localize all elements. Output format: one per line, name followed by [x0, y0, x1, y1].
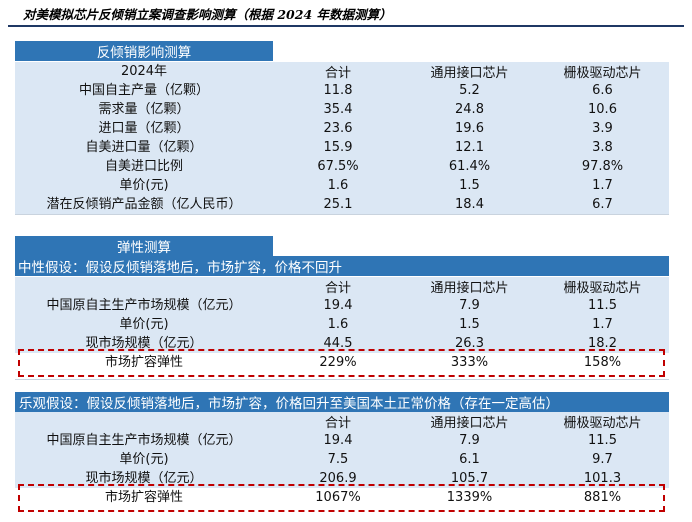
- col-total: 合计: [324, 66, 351, 81]
- row-label: 潜在反倾销产品金额（亿人民币）: [46, 197, 242, 212]
- elasticity-column-header: 合计 通用接口芯片 栅极驱动芯片: [15, 277, 669, 296]
- cell: 1067%: [315, 490, 361, 505]
- neutral-scenario-label: 中性假设：假设反倾销落地后，市场扩容，价格不回升: [15, 256, 669, 276]
- cell: 1.7: [592, 317, 613, 332]
- table-row: 中国原自主生产市场规模（亿元） 19.4 7.9 11.5: [15, 431, 669, 450]
- cell: 229%: [319, 355, 357, 370]
- cell: 11.5: [588, 433, 617, 448]
- cell: 1.5: [459, 317, 480, 332]
- cell: 6.6: [592, 83, 613, 98]
- cell: 10.6: [588, 102, 617, 117]
- cell: 7.9: [459, 433, 480, 448]
- cell: 881%: [583, 490, 622, 505]
- cell: 97.8%: [581, 159, 624, 174]
- cell: 26.3: [455, 336, 484, 351]
- cell: 3.9: [592, 121, 613, 136]
- table-row: 市场扩容弹性 229% 333% 158%: [15, 353, 669, 372]
- cell: 1.6: [327, 317, 349, 332]
- table-row: 进口量（亿颗） 23.6 19.6 3.9: [15, 119, 669, 138]
- row-label: 单价(元): [119, 317, 169, 332]
- cell: 61.4%: [448, 159, 491, 174]
- table-row: 现市场规模（亿元） 206.9 105.7 101.3: [15, 469, 669, 488]
- cell: 18.2: [588, 336, 617, 351]
- cell: 67.5%: [317, 159, 359, 174]
- cell: 19.4: [323, 433, 353, 448]
- cell: 18.4: [455, 197, 484, 212]
- row-label: 单价(元): [119, 452, 169, 467]
- row-label: 市场扩容弹性: [104, 355, 183, 370]
- row-label: 市场扩容弹性: [104, 490, 183, 505]
- cell: 5.2: [459, 83, 480, 98]
- row-label: 进口量（亿颗）: [98, 121, 190, 136]
- table-row: 单价(元) 7.5 6.1 9.7: [15, 450, 669, 469]
- cell: 12.1: [455, 140, 484, 155]
- cell: 35.4: [323, 102, 353, 117]
- col-total: 合计: [324, 281, 351, 296]
- table-row: 自美进口比例 67.5% 61.4% 97.8%: [15, 157, 669, 176]
- col-interface: 通用接口芯片: [430, 416, 509, 431]
- document-title: 对美模拟芯片反倾销立案调查影响测算（根据 2024 年数据测算）: [23, 7, 392, 22]
- col-gate-driver: 栅极驱动芯片: [563, 281, 642, 296]
- impact-table-column-header: 2024年 合计 通用接口芯片 栅极驱动芯片: [15, 62, 669, 81]
- row-label: 现市场规模（亿元）: [85, 336, 203, 351]
- elasticity-table-header: 弹性测算: [15, 236, 273, 256]
- col-gate-driver: 栅极驱动芯片: [563, 66, 642, 81]
- cell: 158%: [583, 355, 622, 370]
- year-label: 2024年: [120, 64, 168, 79]
- cell: 11.8: [323, 83, 353, 98]
- cell: 7.5: [327, 452, 349, 467]
- cell: 333%: [450, 355, 489, 370]
- cell: 23.6: [323, 121, 353, 136]
- row-label: 中国自主产量（亿颗）: [78, 83, 209, 98]
- cell: 206.9: [319, 471, 357, 486]
- cell: 7.9: [459, 298, 480, 313]
- cell: 6.1: [459, 452, 480, 467]
- row-label: 需求量（亿颗）: [98, 102, 190, 117]
- col-interface: 通用接口芯片: [430, 281, 509, 296]
- table-row: 中国自主产量（亿颗） 11.8 5.2 6.6: [15, 81, 669, 100]
- col-total: 合计: [324, 416, 351, 431]
- row-label: 自美进口比例: [104, 159, 183, 174]
- cell: 1.5: [459, 178, 480, 193]
- col-gate-driver: 栅极驱动芯片: [563, 416, 642, 431]
- cell: 101.3: [583, 471, 622, 486]
- cell: 11.5: [588, 298, 617, 313]
- row-label: 中国原自主生产市场规模（亿元）: [46, 298, 242, 313]
- cell: 3.8: [592, 140, 613, 155]
- table-row: 单价(元) 1.6 1.5 1.7: [15, 315, 669, 334]
- cell: 24.8: [455, 102, 484, 117]
- cell: 19.4: [323, 298, 353, 313]
- cell: 6.7: [592, 197, 613, 212]
- cell: 105.7: [450, 471, 489, 486]
- table-divider: [15, 379, 669, 380]
- title-rule: [8, 25, 684, 27]
- cell: 25.1: [323, 197, 353, 212]
- row-label: 中国原自主生产市场规模（亿元）: [46, 433, 242, 448]
- table-row: 自美进口量（亿颗） 15.9 12.1 3.8: [15, 138, 669, 157]
- optimistic-column-header: 合计 通用接口芯片 栅极驱动芯片: [15, 412, 669, 431]
- cell: 15.9: [323, 140, 353, 155]
- table-row: 需求量（亿颗） 35.4 24.8 10.6: [15, 100, 669, 119]
- table-row: 单价(元) 1.6 1.5 1.7: [15, 176, 669, 195]
- row-label: 自美进口量（亿颗）: [85, 140, 203, 155]
- cell: 44.5: [323, 336, 353, 351]
- impact-table-header: 反倾销影响测算: [15, 41, 273, 61]
- table-row: 潜在反倾销产品金额（亿人民币） 25.1 18.4 6.7: [15, 195, 669, 214]
- row-label: 单价(元): [119, 178, 169, 193]
- cell: 9.7: [592, 452, 613, 467]
- col-interface: 通用接口芯片: [430, 66, 509, 81]
- cell: 1339%: [446, 490, 493, 505]
- cell: 19.6: [455, 121, 484, 136]
- table-row: 市场扩容弹性 1067% 1339% 881%: [15, 488, 669, 507]
- cell: 1.6: [327, 178, 349, 193]
- table-divider: [15, 214, 669, 215]
- table-row: 中国原自主生产市场规模（亿元） 19.4 7.9 11.5: [15, 296, 669, 315]
- table-row: 现市场规模（亿元） 44.5 26.3 18.2: [15, 334, 669, 353]
- row-label: 现市场规模（亿元）: [85, 471, 203, 486]
- optimistic-scenario-label: 乐观假设：假设反倾销落地后，市场扩容，价格回升至美国本土正常价格（存在一定高估）: [15, 392, 669, 412]
- cell: 1.7: [592, 178, 613, 193]
